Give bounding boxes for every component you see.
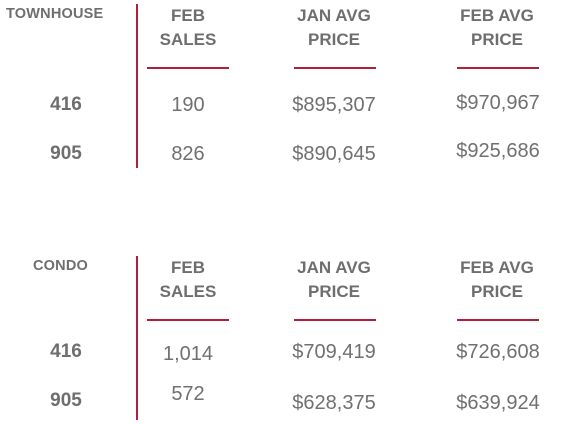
header-feb-sales-underline	[147, 67, 229, 69]
cell-jan-avg-price: $709,419	[292, 341, 376, 363]
cell-feb-sales: 1,014	[162, 343, 214, 365]
townhouse-table: TOWNHOUSE FEB SALES JAN AVG PRICE FEB AV…	[0, 0, 562, 170]
header-feb-avg-price: FEB AVG PRICE	[460, 258, 534, 301]
header-feb-avg-price-underline	[457, 67, 539, 69]
row-region-label: 416	[50, 341, 82, 362]
cell-jan-avg-price: $890,645	[292, 143, 376, 165]
header-jan-avg-price: JAN AVG PRICE	[297, 258, 371, 301]
cell-feb-avg-price: $639,924	[456, 392, 540, 414]
header-jan-avg-price: JAN AVG PRICE	[297, 6, 371, 49]
cell-feb-sales: 572	[171, 383, 205, 405]
header-feb-avg-price: FEB AVG PRICE	[460, 6, 534, 49]
cell-jan-avg-price: $895,307	[292, 94, 376, 116]
header-feb-sales: FEB SALES	[159, 258, 217, 301]
row-region-label: 416	[50, 94, 82, 115]
row-region-label: 905	[50, 390, 82, 411]
townhouse-type-label: TOWNHOUSE	[6, 6, 104, 22]
cell-feb-sales: 190	[171, 94, 205, 116]
cell-feb-avg-price: $970,967	[456, 92, 540, 114]
header-jan-avg-price-underline	[294, 67, 376, 69]
header-feb-avg-price-underline	[457, 319, 539, 321]
header-feb-sales: FEB SALES	[159, 6, 217, 49]
cell-feb-avg-price: $726,608	[456, 341, 540, 363]
cell-feb-sales: 826	[171, 143, 205, 165]
condo-table: CONDO FEB SALES JAN AVG PRICE FEB AVG PR…	[0, 252, 562, 422]
condo-divider	[136, 256, 138, 420]
header-jan-avg-price-underline	[294, 319, 376, 321]
row-region-label: 905	[50, 143, 82, 164]
header-feb-sales-underline	[147, 319, 229, 321]
townhouse-divider	[136, 4, 138, 168]
cell-feb-avg-price: $925,686	[456, 140, 540, 162]
cell-jan-avg-price: $628,375	[292, 392, 376, 414]
condo-type-label: CONDO	[33, 258, 88, 274]
